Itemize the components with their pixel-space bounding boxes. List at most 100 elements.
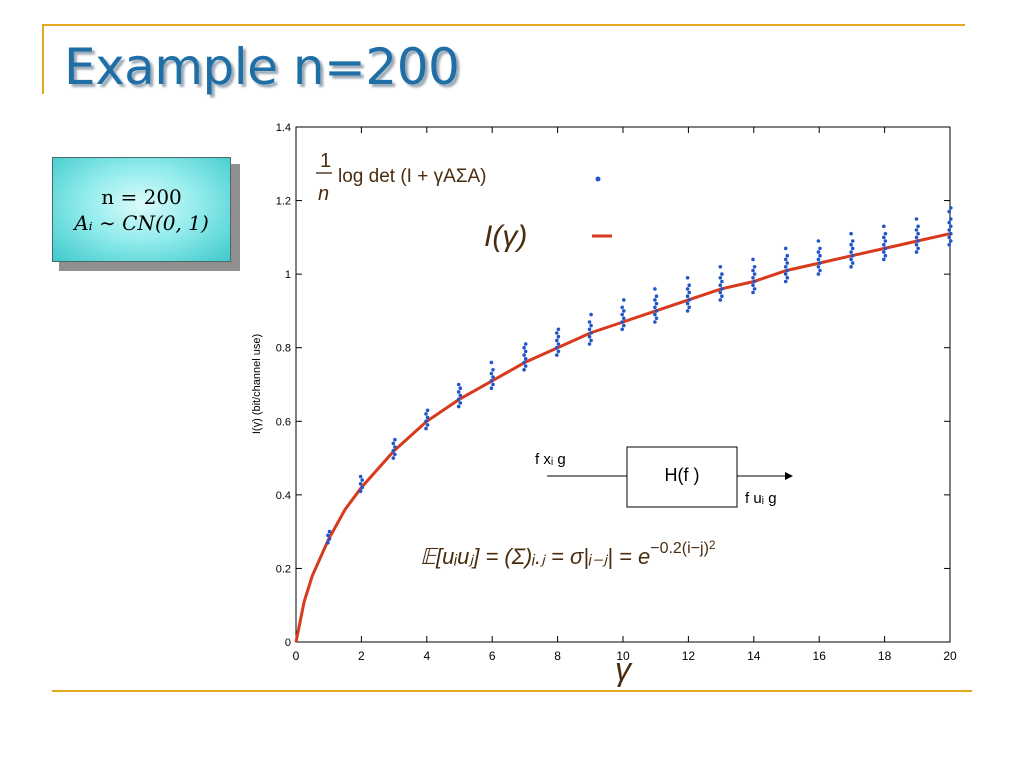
simulation-dot (556, 334, 561, 339)
simulation-dot (391, 441, 396, 446)
plot-frame (295, 126, 951, 643)
simulation-dot (424, 419, 428, 424)
simulation-dot (654, 301, 659, 306)
simulation-dot (720, 287, 724, 291)
simulation-dot (523, 357, 528, 361)
simulation-dot (458, 386, 463, 391)
simulation-dot (849, 231, 853, 236)
simulation-dot (916, 224, 920, 229)
simulation-dot (751, 268, 755, 273)
block-label: H(f ) (665, 465, 700, 485)
simulation-dot (949, 217, 953, 221)
parameter-callout: n = 200 Aᵢ ∼ CN(0, 1) (52, 157, 231, 262)
simulation-dot (783, 257, 788, 262)
simulation-dot (882, 224, 886, 229)
simulation-dot (653, 298, 657, 302)
simulation-dot (816, 250, 821, 254)
y-tick-label: 0.8 (276, 343, 291, 355)
simulation-dot (425, 408, 430, 413)
simulation-dot (523, 364, 528, 368)
simulation-dot (849, 257, 853, 262)
x-tick-label: 8 (554, 649, 561, 663)
capacity-curve (294, 232, 951, 643)
y-tick-labels: 0 0.2 0.4 0.6 0.8 1 1.2 1.4 (276, 122, 291, 649)
simulation-dot (914, 250, 919, 254)
simulation-dot (718, 265, 723, 269)
simulation-dot (622, 298, 626, 302)
simulation-dot (816, 265, 821, 269)
simulation-dot (818, 253, 822, 258)
simulation-dot (327, 529, 332, 534)
capacity-chart: 0 2 4 6 8 10 12 14 16 18 20 00.20.40.60.811.21.4 1… (251, 122, 957, 687)
simulation-dot (947, 235, 951, 240)
y-tick-label: 1.2 (276, 196, 291, 208)
simulation-dot (883, 246, 888, 251)
simulation-dot (360, 478, 364, 482)
simulation-dot (752, 265, 757, 269)
simulation-dot (752, 279, 757, 284)
simulation-dot (620, 327, 624, 332)
simulation-dot (489, 371, 494, 376)
simulation-dot (360, 485, 364, 490)
simulation-dot (687, 290, 691, 295)
simulation-dot (850, 253, 855, 258)
simulation-dots (326, 206, 953, 545)
simulation-dot (425, 423, 430, 427)
simulation-dot (883, 239, 888, 243)
simulation-dot (522, 353, 526, 357)
simulation-dot (620, 320, 624, 324)
simulation-dot (883, 231, 888, 236)
simulation-dot (491, 368, 495, 372)
simulation-dot (393, 445, 397, 449)
simulation-dot (491, 382, 495, 387)
simulation-dot (751, 276, 755, 280)
simulation-dot (327, 537, 332, 541)
simulation-dot (589, 338, 593, 343)
simulation-dot (720, 272, 724, 276)
simulation-dot (916, 239, 920, 243)
simulation-dot (458, 401, 463, 405)
simulation-dot (522, 360, 526, 365)
simulation-dot (949, 224, 953, 229)
simulation-dot (783, 265, 788, 269)
simulation-dot (916, 231, 920, 236)
formula-square: 2 (709, 538, 716, 552)
x-tick-label: 0 (293, 649, 300, 663)
slide-title: Example n=200 (64, 38, 460, 96)
simulation-dot (947, 228, 951, 232)
legend-dot-marker (595, 176, 601, 182)
x-axis-label: γ (615, 651, 633, 687)
bottom-rule (52, 690, 972, 692)
simulation-dot (783, 246, 788, 251)
simulation-dot (687, 283, 691, 287)
simulation-dot (914, 217, 919, 221)
simulation-dot (456, 390, 461, 394)
simulation-dot (358, 474, 363, 479)
simulation-dot (622, 316, 626, 321)
simulation-dot (816, 272, 821, 276)
simulation-dot (425, 415, 430, 420)
simulation-dot (555, 338, 559, 343)
legend-logdet-label: log det (I + γAΣA) (338, 166, 487, 187)
simulation-dot (522, 345, 526, 350)
simulation-dot (326, 533, 330, 538)
block-box (626, 446, 738, 508)
simulation-dot (752, 272, 757, 276)
simulation-dot (587, 320, 592, 324)
simulation-dot (916, 246, 920, 251)
simulation-dot (818, 261, 822, 265)
y-axis-label: I(γ) (bit/channel use) (251, 334, 263, 434)
simulation-dot (393, 437, 397, 442)
simulation-dot (783, 272, 788, 276)
x-tick-label: 16 (813, 649, 827, 663)
simulation-dot (914, 235, 919, 240)
simulation-dot (587, 327, 592, 332)
simulation-dot (718, 283, 723, 287)
simulation-dot (654, 316, 659, 321)
callout-distribution: Aᵢ ∼ CN(0, 1) (74, 210, 209, 235)
simulation-dot (849, 242, 853, 247)
legend-frac-den: n (318, 183, 329, 205)
y-tick-label: 0 (285, 637, 291, 649)
simulation-dot (883, 253, 888, 258)
simulation-dot (654, 309, 659, 313)
